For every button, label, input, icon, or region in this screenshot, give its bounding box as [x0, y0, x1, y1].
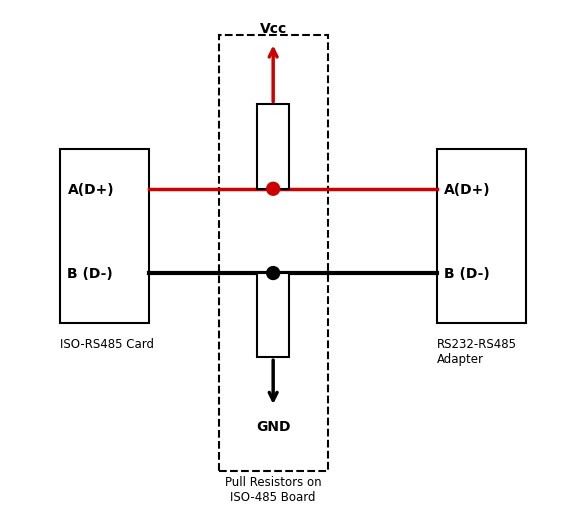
Circle shape	[267, 267, 280, 280]
Text: GND: GND	[256, 419, 291, 434]
Bar	[60, 150, 149, 323]
Text: RS232-RS485
Adapter: RS232-RS485 Adapter	[437, 338, 517, 366]
Text: Vcc: Vcc	[260, 22, 287, 36]
Bar	[219, 36, 328, 471]
Text: ISO-RS485 Card: ISO-RS485 Card	[60, 338, 154, 351]
Text: B (D-): B (D-)	[444, 267, 490, 280]
Bar	[257, 105, 289, 189]
Text: Pull Resistors on
ISO-485 Board: Pull Resistors on ISO-485 Board	[225, 475, 322, 503]
Text: A(D+): A(D+)	[444, 182, 491, 196]
Text: B (D-): B (D-)	[67, 267, 113, 280]
Bar	[437, 150, 526, 323]
Text: A(D+): A(D+)	[67, 182, 114, 196]
Circle shape	[267, 183, 280, 196]
Bar	[257, 273, 289, 358]
